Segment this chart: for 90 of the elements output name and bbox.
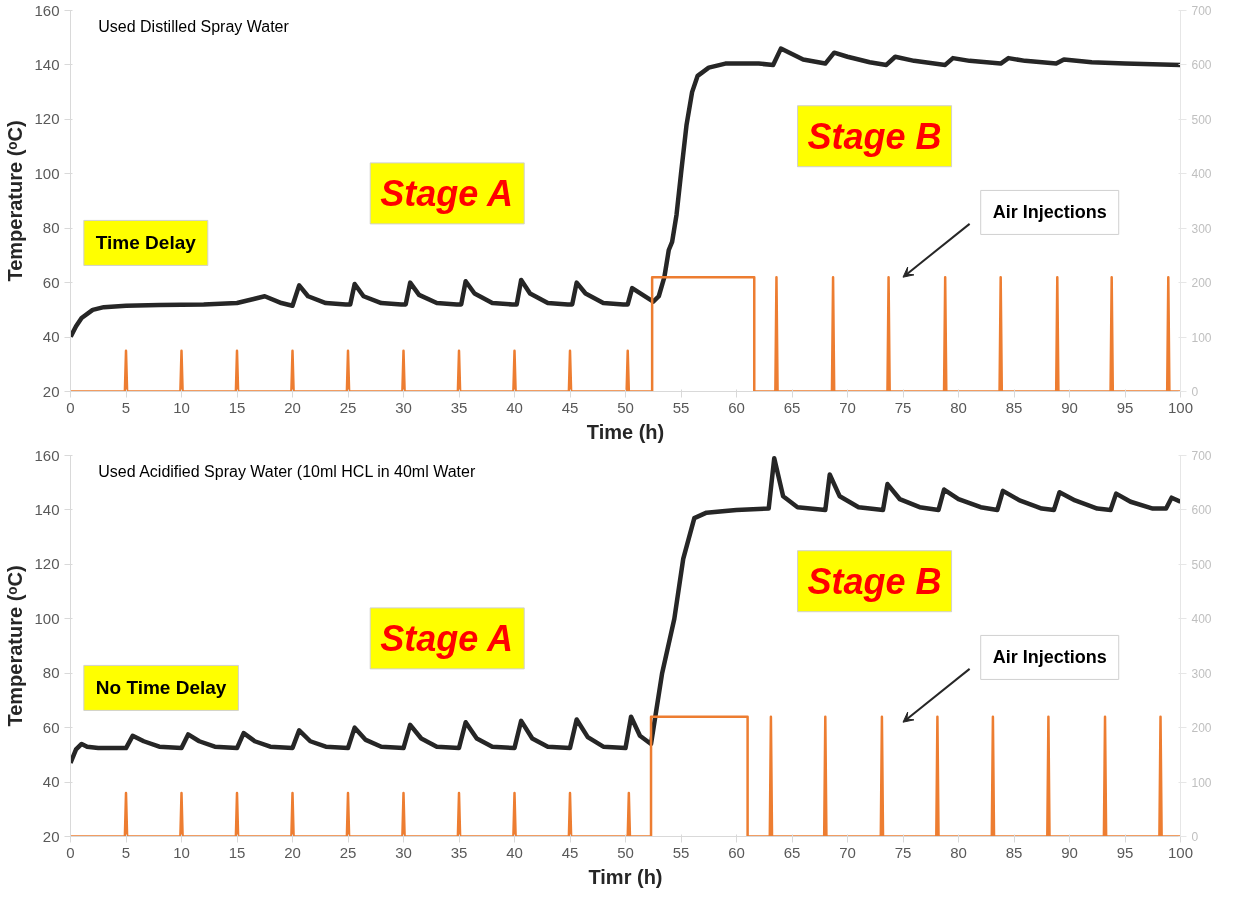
x-tick-label: 85 xyxy=(1005,843,1023,861)
y-tick-label: 140 xyxy=(34,55,60,73)
x-tick-label: 25 xyxy=(339,398,357,416)
x-tick-label: 45 xyxy=(561,398,579,416)
y2-tick-label: 400 xyxy=(1191,167,1212,182)
y-tick-label: 60 xyxy=(42,273,60,291)
x-tick-label: 70 xyxy=(839,398,856,416)
x-tick-label: 65 xyxy=(783,843,801,861)
annotation: Stage B xyxy=(807,560,942,602)
x-tick-label: 40 xyxy=(506,398,523,416)
annotation: Air Injections xyxy=(992,647,1107,668)
y-tick-label: 60 xyxy=(42,718,60,736)
x-tick-label: 40 xyxy=(506,843,523,861)
y-tick-label: 40 xyxy=(42,773,60,791)
y-tick-label: 160 xyxy=(34,1,60,19)
y2-tick-label: 100 xyxy=(1191,330,1212,345)
x-tick-label: 35 xyxy=(450,843,468,861)
x-tick-label: 10 xyxy=(173,843,190,861)
x-tick-label: 90 xyxy=(1061,398,1078,416)
x-tick-label: 45 xyxy=(561,843,579,861)
x-tick-label: 10 xyxy=(173,398,190,416)
y2-tick-label: 200 xyxy=(1191,721,1212,736)
x-tick-label: 55 xyxy=(672,843,690,861)
annotation: Time Delay xyxy=(95,232,197,254)
y2-tick-label: 500 xyxy=(1191,112,1212,127)
text: Used Distilled Spray Water xyxy=(98,18,290,36)
y-tick-label: 80 xyxy=(42,219,60,237)
x-tick-label: 35 xyxy=(450,398,468,416)
x-tick-label: 55 xyxy=(672,398,690,416)
y-tick-label: 20 xyxy=(42,382,60,400)
x-tick-label: 0 xyxy=(66,843,75,861)
x-axis-title: Time (h) xyxy=(586,420,665,443)
annotation: Stage A xyxy=(380,617,513,659)
x-tick-label: 60 xyxy=(728,398,745,416)
x-tick-label: 15 xyxy=(228,398,246,416)
y-tick-label: 80 xyxy=(42,664,60,682)
y-tick-label: 120 xyxy=(34,555,60,573)
x-tick-label: 70 xyxy=(839,843,856,861)
x-tick-label: 0 xyxy=(66,398,75,416)
y2-tick-label: 0 xyxy=(1191,830,1199,844)
annotation: No Time Delay xyxy=(95,677,227,699)
y2-tick-label: 200 xyxy=(1191,276,1212,291)
x-tick-label: 80 xyxy=(950,398,967,416)
y2-tick-label: 400 xyxy=(1191,612,1212,627)
line-series xyxy=(70,455,1181,766)
x-tick-label: 75 xyxy=(894,398,912,416)
x-tick-label: 85 xyxy=(1005,398,1023,416)
annotation: Stage B xyxy=(807,115,942,157)
x-tick-label: 20 xyxy=(284,398,301,416)
y2-tick-label: 300 xyxy=(1191,221,1212,236)
annotation: Stage A xyxy=(380,172,513,214)
annotation: Air Injections xyxy=(992,202,1107,223)
x-tick-label: 20 xyxy=(284,843,301,861)
y-tick-label: 20 xyxy=(42,827,60,845)
line-series xyxy=(70,46,1181,340)
y2-tick-label: 600 xyxy=(1191,503,1212,518)
x-tick-label: 95 xyxy=(1116,843,1134,861)
x-tick-label: 80 xyxy=(950,843,967,861)
y-tick-label: 120 xyxy=(34,110,60,128)
y2-tick-label: 700 xyxy=(1191,4,1212,18)
y2-tick-label: 100 xyxy=(1191,775,1212,790)
x-tick-label: 50 xyxy=(617,843,634,861)
x-tick-label: 100 xyxy=(1167,398,1194,416)
y-tick-label: 100 xyxy=(34,609,60,627)
y2-tick-label: 700 xyxy=(1191,449,1212,463)
x-tick-label: 5 xyxy=(121,398,131,416)
x-tick-label: 95 xyxy=(1116,398,1134,416)
y2-tick-label: 0 xyxy=(1191,385,1199,399)
y-tick-label: 100 xyxy=(34,164,60,182)
text: Used Acidified Spray Water (10ml HCL in 40ml Water xyxy=(98,463,476,481)
x-tick-label: 60 xyxy=(728,843,745,861)
y-tick-label: 160 xyxy=(34,446,60,464)
x-tick-label: 30 xyxy=(395,398,412,416)
y-tick-label: 140 xyxy=(34,500,60,518)
x-tick-label: 75 xyxy=(894,843,912,861)
x-tick-label: 65 xyxy=(783,398,801,416)
x-tick-label: 90 xyxy=(1061,843,1078,861)
x-tick-label: 25 xyxy=(339,843,357,861)
y-axis-title: Temperature (ᵒC) xyxy=(4,120,27,282)
x-tick-label: 5 xyxy=(121,843,131,861)
x-tick-label: 30 xyxy=(395,843,412,861)
x-tick-label: 50 xyxy=(617,398,634,416)
y2-tick-label: 300 xyxy=(1191,666,1212,681)
x-tick-label: 15 xyxy=(228,843,246,861)
y-axis-title: Temperature (ᵒC) xyxy=(4,565,27,727)
x-tick-label: 100 xyxy=(1167,843,1194,861)
x-axis-title: Timr (h) xyxy=(588,865,663,888)
y2-tick-label: 500 xyxy=(1191,557,1212,572)
y-tick-label: 40 xyxy=(42,328,60,346)
y2-tick-label: 600 xyxy=(1191,58,1212,73)
